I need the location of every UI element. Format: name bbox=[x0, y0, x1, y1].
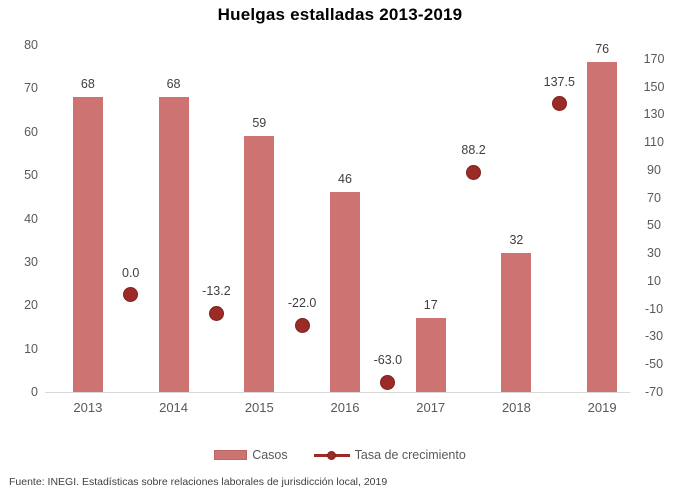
x-category-label: 2014 bbox=[159, 400, 189, 415]
legend-line-dot bbox=[326, 450, 336, 460]
growth-rate-value-label: -22.0 bbox=[287, 296, 317, 311]
left-axis-tick-label: 0 bbox=[31, 385, 38, 399]
growth-rate-point bbox=[380, 374, 396, 390]
right-axis-tick-label: 50 bbox=[647, 218, 661, 233]
x-category-label: 2017 bbox=[416, 400, 446, 415]
left-axis-tick-label: 60 bbox=[24, 124, 38, 139]
left-axis-tick-label: 40 bbox=[24, 211, 38, 226]
x-category-label: 2019 bbox=[587, 400, 617, 415]
right-axis-tick-label: 130 bbox=[643, 107, 665, 122]
x-category-label: 2016 bbox=[330, 400, 360, 415]
left-axis-tick-label: 10 bbox=[24, 341, 38, 356]
bar-value-label: 59 bbox=[252, 116, 267, 131]
left-axis-tick-label: 70 bbox=[24, 81, 38, 96]
growth-rate-point bbox=[551, 96, 567, 112]
bar-value-label: 68 bbox=[80, 77, 95, 92]
bar-2019 bbox=[587, 62, 618, 392]
bar-2017 bbox=[415, 318, 446, 392]
growth-rate-point bbox=[208, 305, 224, 321]
growth-rate-value-label: -13.2 bbox=[202, 284, 231, 299]
bar-value-label: 46 bbox=[338, 172, 352, 187]
right-axis-tick-label: -30 bbox=[644, 329, 664, 344]
right-axis-tick-label: 90 bbox=[647, 162, 661, 177]
line-marker-icon bbox=[313, 450, 350, 460]
bar-2016 bbox=[330, 192, 360, 392]
bar-2018 bbox=[501, 253, 532, 392]
source-note: Fuente: INEGI. Estadísticas sobre relaci… bbox=[9, 476, 388, 488]
right-axis-tick-label: -10 bbox=[644, 301, 664, 316]
growth-rate-value-label: 0.0 bbox=[122, 265, 140, 280]
legend-casos-label: Casos bbox=[252, 448, 288, 462]
bar-2014 bbox=[158, 97, 189, 392]
bar-value-label: 68 bbox=[166, 77, 181, 92]
right-axis-tick-label: 70 bbox=[647, 190, 661, 205]
growth-rate-value-label: 88.2 bbox=[461, 143, 486, 158]
right-axis-tick-label: 30 bbox=[647, 246, 661, 261]
growth-rate-point bbox=[466, 164, 482, 180]
x-category-label: 2015 bbox=[244, 400, 274, 415]
left-axis-tick-label: 80 bbox=[24, 38, 38, 52]
x-category-label: 2013 bbox=[73, 400, 103, 415]
left-axis-tick-label: 30 bbox=[24, 254, 38, 269]
legend-item-tasa: Tasa de crecimiento bbox=[313, 448, 466, 462]
growth-rate-value-label: -63.0 bbox=[373, 353, 403, 368]
bar-value-label: 17 bbox=[423, 298, 438, 313]
right-axis-tick-label: -70 bbox=[644, 385, 664, 399]
bar-value-label: 32 bbox=[509, 233, 524, 248]
legend-item-casos: Casos bbox=[214, 448, 288, 462]
x-axis-line bbox=[45, 392, 630, 393]
growth-rate-value-label: 137.5 bbox=[543, 74, 575, 89]
bar-value-label: 76 bbox=[595, 42, 610, 57]
bar-2015 bbox=[244, 136, 275, 392]
chart-title: Huelgas estalladas 2013-2019 bbox=[217, 5, 463, 24]
legend-tasa-label: Tasa de crecimiento bbox=[354, 448, 466, 462]
growth-rate-point bbox=[294, 317, 310, 333]
right-axis-tick-label: 10 bbox=[647, 273, 661, 288]
bar-swatch-icon bbox=[214, 450, 248, 460]
right-axis-tick-label: 110 bbox=[644, 135, 664, 150]
right-axis-tick-label: 170 bbox=[643, 51, 665, 66]
bar-2013 bbox=[72, 97, 103, 392]
legend: Casos Tasa de crecimiento bbox=[0, 446, 680, 464]
growth-rate-point bbox=[123, 287, 139, 303]
right-axis-tick-label: -50 bbox=[644, 357, 664, 372]
right-axis-tick-label: 150 bbox=[643, 79, 665, 94]
left-axis-tick-label: 20 bbox=[24, 298, 38, 313]
left-axis-tick-label: 50 bbox=[24, 168, 38, 183]
x-category-label: 2018 bbox=[501, 400, 531, 415]
